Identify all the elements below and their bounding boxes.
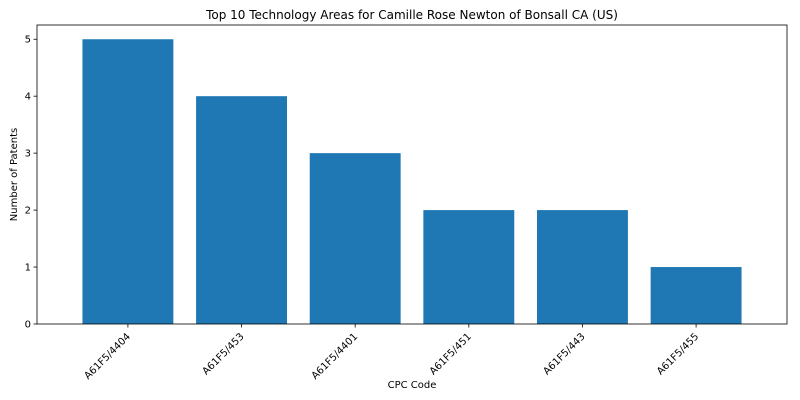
bars-group: [82, 39, 741, 324]
y-tick-label: 1: [25, 263, 31, 274]
bar-A61F5/453: [196, 96, 287, 324]
x-tick-label: A61F5/451: [428, 331, 474, 377]
bar-A61F5/451: [423, 210, 514, 324]
y-axis-label: Number of Patents: [9, 128, 20, 221]
y-tick-label: 2: [25, 206, 31, 217]
x-axis-label: CPC Code: [388, 380, 437, 391]
chart-title: Top 10 Technology Areas for Camille Rose…: [205, 8, 618, 22]
y-axis-ticks: 0 1 2 3 4 5: [25, 35, 37, 331]
bar-A61F5/4404: [82, 39, 173, 324]
bar-A61F5/455: [651, 267, 742, 324]
x-tick-label: A61F5/443: [542, 331, 588, 377]
y-tick-label: 5: [25, 35, 31, 46]
x-tick-label: A61F5/455: [655, 331, 701, 377]
x-tick-label: A61F5/453: [201, 331, 247, 377]
x-tick-label: A61F5/4401: [310, 331, 361, 382]
y-tick-label: 4: [25, 92, 31, 103]
bar-A61F5/443: [537, 210, 628, 324]
x-axis-ticks: A61F5/4404 A61F5/453 A61F5/4401 A61F5/451 A6…: [82, 324, 701, 382]
bar-A61F5/4401: [310, 153, 401, 324]
y-tick-label: 0: [25, 320, 31, 331]
y-tick-label: 3: [25, 149, 31, 160]
x-tick-label: A61F5/4404: [82, 331, 133, 382]
